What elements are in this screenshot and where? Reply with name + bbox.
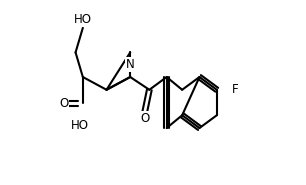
Text: O: O xyxy=(140,112,149,125)
Text: HO: HO xyxy=(74,13,92,26)
Text: HO: HO xyxy=(71,119,89,132)
Text: N: N xyxy=(126,58,135,71)
Text: F: F xyxy=(232,83,239,96)
Text: O: O xyxy=(59,97,68,110)
